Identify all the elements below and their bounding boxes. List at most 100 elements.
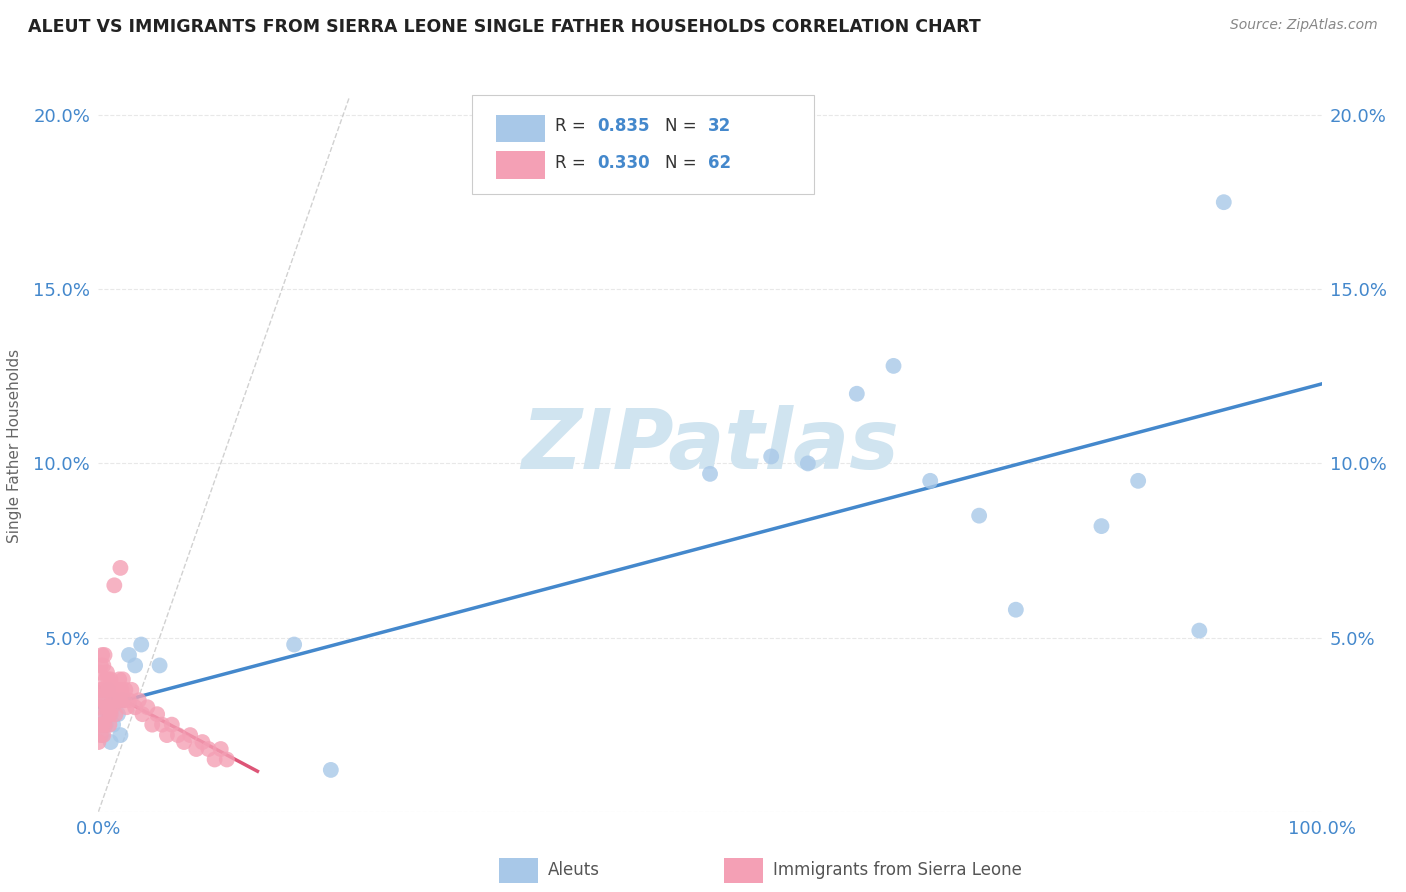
Point [90, 717, 112, 731]
Point [124, 700, 146, 714]
Point [107, 682, 129, 697]
Point [115, 700, 138, 714]
Point [89, 717, 111, 731]
FancyBboxPatch shape [471, 95, 814, 194]
Point [167, 728, 190, 742]
Point [118, 693, 141, 707]
Point [103, 578, 125, 592]
Point [111, 673, 134, 687]
Point [136, 700, 159, 714]
Point [209, 742, 232, 756]
Point [93, 717, 115, 731]
Point [129, 638, 152, 652]
Point [110, 561, 132, 575]
Point [94, 717, 117, 731]
Point [761, 450, 783, 464]
Text: Source: ZipAtlas.com: Source: ZipAtlas.com [1230, 18, 1378, 32]
Point [96, 665, 118, 680]
Text: ZIPatlas: ZIPatlas [522, 406, 898, 486]
Point [128, 693, 150, 707]
Text: R =: R = [555, 154, 591, 172]
Point [110, 693, 132, 707]
Point [883, 359, 905, 373]
Text: 0.835: 0.835 [598, 118, 650, 136]
Point [120, 682, 142, 697]
Point [111, 682, 134, 697]
Point [98, 682, 121, 697]
Point [1090, 519, 1112, 533]
Point [699, 467, 721, 481]
Point [89, 682, 111, 697]
Point [90, 693, 112, 707]
Point [191, 735, 214, 749]
Point [87, 735, 110, 749]
Point [150, 717, 173, 731]
FancyBboxPatch shape [496, 115, 546, 143]
Point [283, 638, 305, 652]
Point [108, 673, 131, 687]
Point [204, 752, 226, 766]
Text: ALEUT VS IMMIGRANTS FROM SIERRA LEONE SINGLE FATHER HOUSEHOLDS CORRELATION CHART: ALEUT VS IMMIGRANTS FROM SIERRA LEONE SI… [28, 18, 981, 36]
Text: R =: R = [555, 118, 591, 136]
Point [114, 682, 136, 697]
Point [101, 693, 124, 707]
Point [100, 673, 122, 687]
Text: Aleuts: Aleuts [548, 861, 600, 879]
Point [845, 386, 868, 401]
Point [90, 728, 112, 742]
Point [94, 673, 117, 687]
Point [97, 682, 120, 697]
Text: 32: 32 [707, 118, 731, 136]
FancyBboxPatch shape [496, 152, 546, 179]
Point [319, 763, 342, 777]
Point [920, 474, 942, 488]
Text: N =: N = [665, 118, 702, 136]
Point [1212, 195, 1234, 210]
Point [149, 658, 172, 673]
Point [91, 682, 114, 697]
Point [179, 728, 201, 742]
Point [96, 700, 118, 714]
Point [110, 728, 132, 742]
Point [101, 700, 124, 714]
Point [215, 752, 238, 766]
Point [131, 707, 153, 722]
Point [87, 700, 110, 714]
Point [104, 707, 127, 722]
Point [91, 728, 114, 742]
Point [797, 457, 820, 471]
Point [94, 707, 117, 722]
Point [91, 693, 114, 707]
Point [97, 707, 120, 722]
Point [90, 658, 112, 673]
Point [197, 742, 219, 756]
Text: 0.330: 0.330 [598, 154, 650, 172]
Y-axis label: Single Father Households: Single Father Households [7, 349, 22, 543]
Point [93, 693, 115, 707]
Point [98, 707, 121, 722]
Point [1004, 603, 1026, 617]
Point [96, 700, 118, 714]
Point [118, 648, 141, 662]
Text: Immigrants from Sierra Leone: Immigrants from Sierra Leone [773, 861, 1022, 879]
Point [91, 658, 114, 673]
Point [1128, 474, 1150, 488]
Text: 62: 62 [707, 154, 731, 172]
Point [156, 728, 179, 742]
Point [967, 508, 990, 523]
Point [111, 693, 134, 707]
Point [160, 717, 183, 731]
Point [103, 682, 125, 697]
Point [104, 693, 127, 707]
Point [91, 707, 114, 722]
Point [93, 682, 115, 697]
Point [105, 693, 128, 707]
Point [100, 707, 122, 722]
Text: N =: N = [665, 154, 702, 172]
Point [91, 717, 114, 731]
Point [91, 648, 114, 662]
Point [100, 735, 122, 749]
Point [173, 735, 195, 749]
Point [89, 665, 111, 680]
Point [101, 717, 124, 731]
